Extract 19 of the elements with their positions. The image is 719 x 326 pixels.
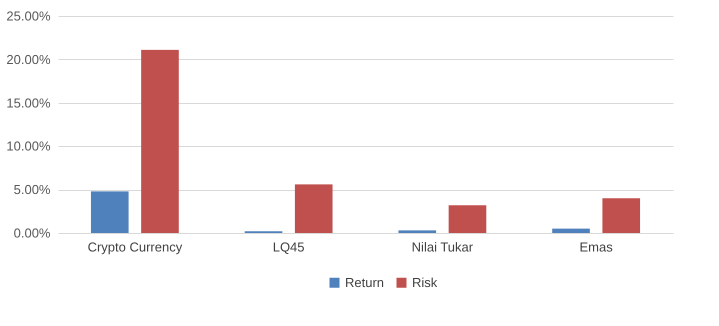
y-tick-label: 0.00%	[14, 226, 51, 240]
y-tick-label: 25.00%	[6, 8, 51, 24]
y-tick-label: 20.00%	[6, 52, 51, 67]
y-tick-label: 5.00%	[14, 182, 51, 198]
x-tick-label: Emas	[580, 240, 614, 254]
legend-label: Risk	[412, 274, 438, 290]
bar	[552, 228, 590, 233]
y-tick-label: 15.00%	[6, 95, 51, 110]
bar	[90, 191, 129, 233]
bar	[141, 50, 179, 233]
bar	[294, 184, 333, 233]
bar	[398, 230, 436, 233]
y-tick-label: 10.00%	[6, 138, 51, 154]
bar	[602, 198, 640, 233]
bar	[448, 205, 486, 233]
legend-label: Return	[345, 274, 384, 290]
x-tick-label: Crypto Currency	[88, 240, 183, 254]
x-tick-label: LQ45	[272, 240, 305, 254]
x-tick-label: Nilai Tukar	[412, 240, 474, 254]
